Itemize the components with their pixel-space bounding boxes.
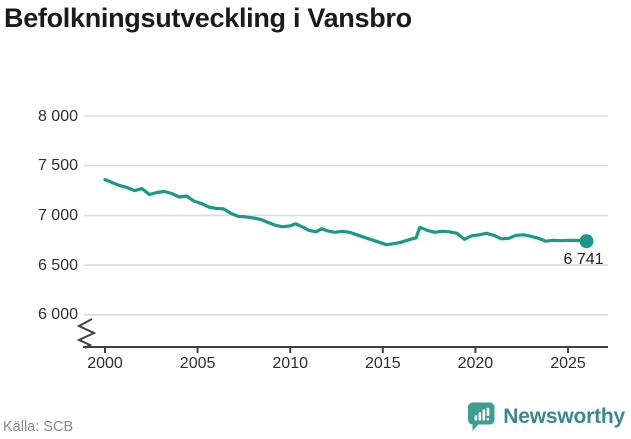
y-tick-label-8000: 8 000	[37, 107, 78, 125]
gridlines	[84, 115, 608, 316]
page-title: Befolkningsutveckling i Vansbro	[4, 3, 412, 33]
x-tick-label-2015: 2015	[365, 355, 401, 372]
y-tick-label-7500: 7 500	[37, 157, 78, 175]
newsworthy-logo[interactable]: Newsworthy	[467, 401, 625, 432]
population-series-line	[103, 178, 589, 247]
last-value-dot	[579, 234, 594, 249]
population-polyline	[103, 178, 589, 247]
y-tick-label-7000: 7 000	[37, 206, 78, 224]
end-point-dot	[579, 234, 594, 249]
x-tick-label-2005: 2005	[179, 355, 216, 372]
y-tick-label-6000: 6 000	[37, 306, 78, 324]
bar-chart-glyph	[474, 407, 490, 421]
x-axis	[83, 346, 608, 353]
source-caption: Källa: SCB	[3, 419, 74, 435]
x-tick-label-2025: 2025	[550, 355, 586, 372]
newsworthy-bubble-icon	[468, 402, 495, 431]
broken-axis-symbol	[76, 318, 97, 349]
end-value-label: 6 741	[563, 251, 604, 269]
x-tick-label-2000: 2000	[87, 355, 123, 372]
axis-break-zigzag	[76, 318, 97, 349]
x-tick-label-2020: 2020	[457, 355, 494, 372]
x-tick-label-2010: 2010	[272, 355, 308, 372]
y-tick-label-6500: 6 500	[37, 256, 78, 274]
newsworthy-logo-text: Newsworthy	[503, 404, 625, 428]
